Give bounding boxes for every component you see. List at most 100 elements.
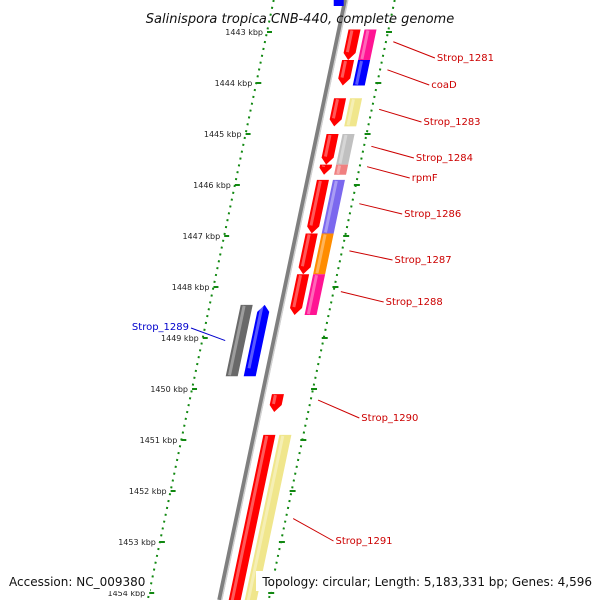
cds-arrow-strop-1289-shape [243,304,270,377]
cds-arrow-strop-1284 [321,134,339,165]
leader-strop-1287 [349,250,393,261]
cds-arrow-rpmf [319,164,333,175]
leader-strop-1284 [371,145,415,159]
cog-band-strop-1281-shine [360,30,370,60]
cog-band-rpmf-shape [334,164,349,175]
backbone-highlight [220,0,349,600]
cds-arrow-strop-1286-shine [309,180,322,226]
cds-arrow-coad-shape [338,60,355,86]
cds-arrow-strop-1287-shape [298,233,318,275]
leader-coad [387,69,430,86]
cds-arrow-strop-1281-shape [343,29,361,61]
kbp-label-1444: 1444 kbp [215,79,253,88]
cds-arrow-strop-1281-shine [345,30,354,53]
cds-arrow-strop-1288-shape [290,274,310,316]
cog-band-strop-1289 [225,304,253,377]
cog-band-strop-1281-shape [358,29,377,61]
cds-arrow-strop-1290-shine [272,394,277,405]
kbp-label-1447: 1447 kbp [182,232,220,241]
cog-band-strop-1283 [344,98,363,127]
cog-band-coad-shape [352,60,371,86]
cds-arrow-coad [338,60,355,86]
cds-arrow-strop-1286 [307,179,329,234]
cog-band-strop-1291 [244,434,292,600]
kbp-label-1453: 1453 kbp [118,538,156,547]
cog-band-coad-shine [355,60,363,85]
cog-band-strop-1289-shine [228,305,246,376]
cds-arrow-strop-1283-shine [331,98,339,119]
leader-strop-1288 [340,291,384,303]
cds-arrow-strop-1286-shape [307,179,329,234]
cds-arrow-strop-1291 [228,434,276,600]
cds-arrow-strop-1287-shine [300,234,311,267]
cog-band-strop-1287-shape [313,233,334,275]
leader-strop-1281 [393,41,436,59]
cog-band-strop-1288 [304,274,326,316]
cog-band-strop-1287 [313,233,334,275]
cog-band-strop-1291-shine [246,435,285,600]
cds-arrow-strop-1287 [298,233,318,275]
cog-band-strop-1286-shape [321,179,345,234]
gene-label-strop-1281: Strop_1281 [437,53,494,64]
kbp-label-1451: 1451 kbp [140,436,178,445]
cds-arrow-strop-1290 [269,394,284,412]
gene-label-rpmf: rpmF [412,173,438,184]
cog-band-strop-1288-shine [306,274,318,315]
cds-arrow-strop-1291-shine [230,435,269,600]
gene-label-strop-1289: Strop_1289 [132,322,189,333]
kbp-label-1454: 1454 kbp [107,589,145,598]
gene-label-strop-1287: Strop_1287 [394,255,451,266]
gene-label-strop-1288: Strop_1288 [386,297,443,308]
gene-label-strop-1291: Strop_1291 [335,536,392,547]
cds-arrow-rpmf-shape [319,164,333,175]
kbp-ticks: 1443 kbp 1444 kbp 1445 kbp 1446 kbp 1447 kbp… [107,28,392,598]
cog-band-strop-1286 [321,179,345,234]
gene-label-strop-1283: Strop_1283 [423,117,480,128]
cog-band-strop-1289-shape [225,304,253,377]
feature-tracks [146,0,396,600]
cds-arrow-previous [333,0,344,6]
cds-arrow-strop-1281 [343,29,361,61]
backbone-line [217,0,349,600]
kbp-label-1452: 1452 kbp [129,487,167,496]
gene-label-coad: coaD [431,80,457,91]
cog-band-strop-1291-shape [244,434,292,600]
footer-left-backdrop [4,571,150,591]
cog-band-strop-1288-shape [304,274,326,316]
cog-band-strop-1283-shine [346,98,355,126]
cog-band-strop-1284-shine [338,134,348,164]
cds-arrow-strop-1288-shine [292,274,302,308]
leader-strop-1286 [359,203,403,215]
leader-strop-1283 [378,108,422,123]
genome-summary-text: Topology: circular; Length: 5,183,331 bp… [261,575,592,589]
cds-arrow-strop-1288 [290,274,310,316]
cog-band-coad [352,60,371,86]
cds-arrow-strop-1289 [243,304,270,377]
gene-label-strop-1284: Strop_1284 [416,153,473,164]
leader-strop-1290 [317,399,360,419]
cds-arrow-strop-1284-shine [323,134,332,157]
cds-arrow-coad-shine [340,60,347,78]
cds-arrow-strop-1290-shape [269,394,284,412]
gene-labels: Strop_1281 coaD Strop_1283 Strop_1284 rpmF St… [132,41,494,547]
cds-arrow-strop-1289-shine [247,305,264,369]
leader-strop-1289 [190,327,226,342]
kbp-label-1448: 1448 kbp [172,283,210,292]
cds-arrow-strop-1283-shape [329,98,347,127]
cog-band-rpmf-shine [336,165,342,175]
cog-band-strop-1281 [358,29,377,61]
kbp-label-1450: 1450 kbp [150,385,188,394]
cds-arrow-strop-1284-shape [321,134,339,165]
footer-right-backdrop [256,571,596,591]
gene-label-strop-1290: Strop_1290 [361,413,418,424]
cog-band-strop-1286-shine [324,180,338,233]
cog-band-strop-1283-shape [344,98,363,127]
leader-strop-1291 [292,518,334,542]
cog-band-strop-1284 [336,134,355,165]
cog-band-rpmf [334,164,349,175]
cds-arrow-strop-1283 [329,98,347,127]
gene-label-strop-1286: Strop_1286 [404,209,461,220]
map-title: Salinispora tropica CNB-440, complete ge… [146,12,454,27]
cog-band-strop-1287-shine [315,234,327,274]
kbp-label-1445: 1445 kbp [204,130,242,139]
